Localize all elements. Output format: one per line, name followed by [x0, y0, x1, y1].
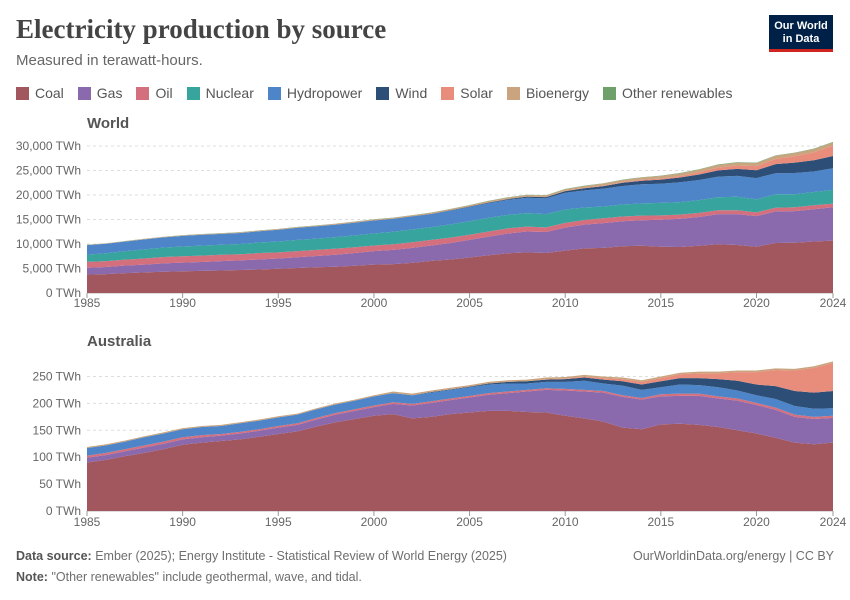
legend-swatch [376, 86, 390, 100]
x-tick-label: 2020 [743, 515, 770, 529]
legend-label: Wind [395, 85, 428, 101]
y-tick-label: 15,000 TWh [16, 213, 81, 227]
legend-label: Oil [155, 85, 173, 101]
y-tick-label: 30,000 TWh [16, 139, 81, 153]
y-tick-label: 10,000 TWh [16, 237, 81, 251]
x-tick-label: 2005 [456, 515, 483, 529]
area-hydropower[interactable] [87, 168, 833, 255]
x-tick-label: 1985 [74, 515, 101, 529]
legend-item-nuclear[interactable]: Nuclear [186, 85, 254, 101]
x-tick-label: 2015 [647, 515, 674, 529]
x-tick-label: 1995 [265, 296, 292, 310]
source-url-link[interactable]: OurWorldinData.org/energy | CC BY [632, 549, 834, 563]
legend-swatch [77, 86, 91, 100]
y-tick-label: 150 TWh [33, 423, 81, 437]
x-tick-label: 2020 [743, 296, 770, 310]
x-tick-label: 2015 [647, 296, 674, 310]
logo-line-2: in Data [782, 33, 820, 45]
legend-swatch [16, 86, 29, 100]
owid-logo[interactable]: Our World in Data [769, 15, 833, 52]
y-tick-label: 20,000 TWh [16, 188, 81, 202]
y-tick-label: 0 TWh [46, 504, 81, 518]
legend-item-solar[interactable]: Solar [441, 85, 493, 101]
x-tick-label: 1995 [265, 515, 292, 529]
legend-label: Other renewables [621, 85, 733, 101]
area-coal[interactable] [87, 410, 833, 511]
x-tick-label: 1985 [74, 296, 101, 310]
note: Note: "Other renewables" include geother… [16, 570, 362, 584]
note-label: Note: [16, 570, 48, 584]
legend-swatch [186, 86, 200, 100]
x-tick-label: 1990 [169, 515, 196, 529]
legend-label: Nuclear [205, 85, 254, 101]
data-source-label: Data source: [16, 549, 92, 563]
area-oil[interactable] [87, 203, 833, 268]
panel-title: World [87, 115, 129, 132]
x-tick-label: 2010 [552, 515, 579, 529]
legend-item-wind[interactable]: Wind [376, 85, 427, 101]
data-source: Data source: Ember (2025); Energy Instit… [16, 549, 507, 563]
legend-item-bioenergy[interactable]: Bioenergy [506, 85, 589, 101]
legend-label: Bioenergy [525, 85, 589, 101]
area-gas[interactable] [87, 389, 833, 463]
legend-item-gas[interactable]: Gas [77, 85, 123, 101]
area-gas[interactable] [87, 207, 833, 275]
legend-item-other-renewables[interactable]: Other renewables [602, 85, 733, 101]
note-text: "Other renewables" include geothermal, w… [51, 570, 362, 584]
area-hydropower[interactable] [87, 380, 833, 456]
chart-title: Electricity production by source [16, 14, 387, 44]
y-tick-label: 25,000 TWh [16, 164, 81, 178]
legend-label: Hydropower [286, 85, 363, 101]
chart-subtitle: Measured in terawatt-hours. [16, 52, 203, 69]
legend-swatch [602, 86, 616, 100]
x-tick-label: 2010 [552, 296, 579, 310]
y-tick-label: 200 TWh [33, 396, 81, 410]
panel-world: World 0 TWh 5,000 TWh 10,000 TWh 15,000 TWh 2… [16, 115, 847, 310]
x-tick-label: 2005 [456, 296, 483, 310]
legend-label: Gas [96, 85, 123, 101]
legend-swatch [267, 86, 281, 100]
area-nuclear[interactable] [87, 189, 833, 262]
x-tick-label: 2024 [820, 515, 847, 529]
x-tick-label: 2024 [820, 296, 847, 310]
legend-swatch [441, 86, 455, 100]
legend-item-coal[interactable]: Coal [16, 85, 64, 101]
x-tick-label: 2000 [361, 515, 388, 529]
legend-item-oil[interactable]: Oil [136, 85, 173, 101]
legend-swatch [506, 86, 520, 100]
legend-item-hydropower[interactable]: Hydropower [267, 85, 363, 101]
legend-swatch [136, 86, 150, 100]
legend-label: Solar [460, 85, 493, 101]
panel-title: Australia [87, 333, 152, 350]
legend: Coal Gas Oil Nuclear Hydropower Wind Solar Bioe… [16, 83, 747, 103]
y-tick-label: 100 TWh [33, 450, 81, 464]
logo-line-1: Our World [774, 20, 828, 32]
y-tick-label: 250 TWh [33, 369, 81, 383]
y-tick-label: 0 TWh [46, 286, 81, 300]
panel-australia: Australia 0 TWh 50 TWh 100 TWh 150 TWh 200 TW… [33, 333, 847, 529]
x-tick-label: 1990 [169, 296, 196, 310]
data-source-text[interactable]: Ember (2025); Energy Institute - Statist… [95, 549, 507, 563]
y-tick-label: 50 TWh [39, 477, 81, 491]
x-tick-label: 2000 [361, 296, 388, 310]
y-tick-label: 5,000 TWh [23, 262, 81, 276]
area-coal[interactable] [87, 240, 833, 293]
legend-label: Coal [35, 85, 64, 101]
